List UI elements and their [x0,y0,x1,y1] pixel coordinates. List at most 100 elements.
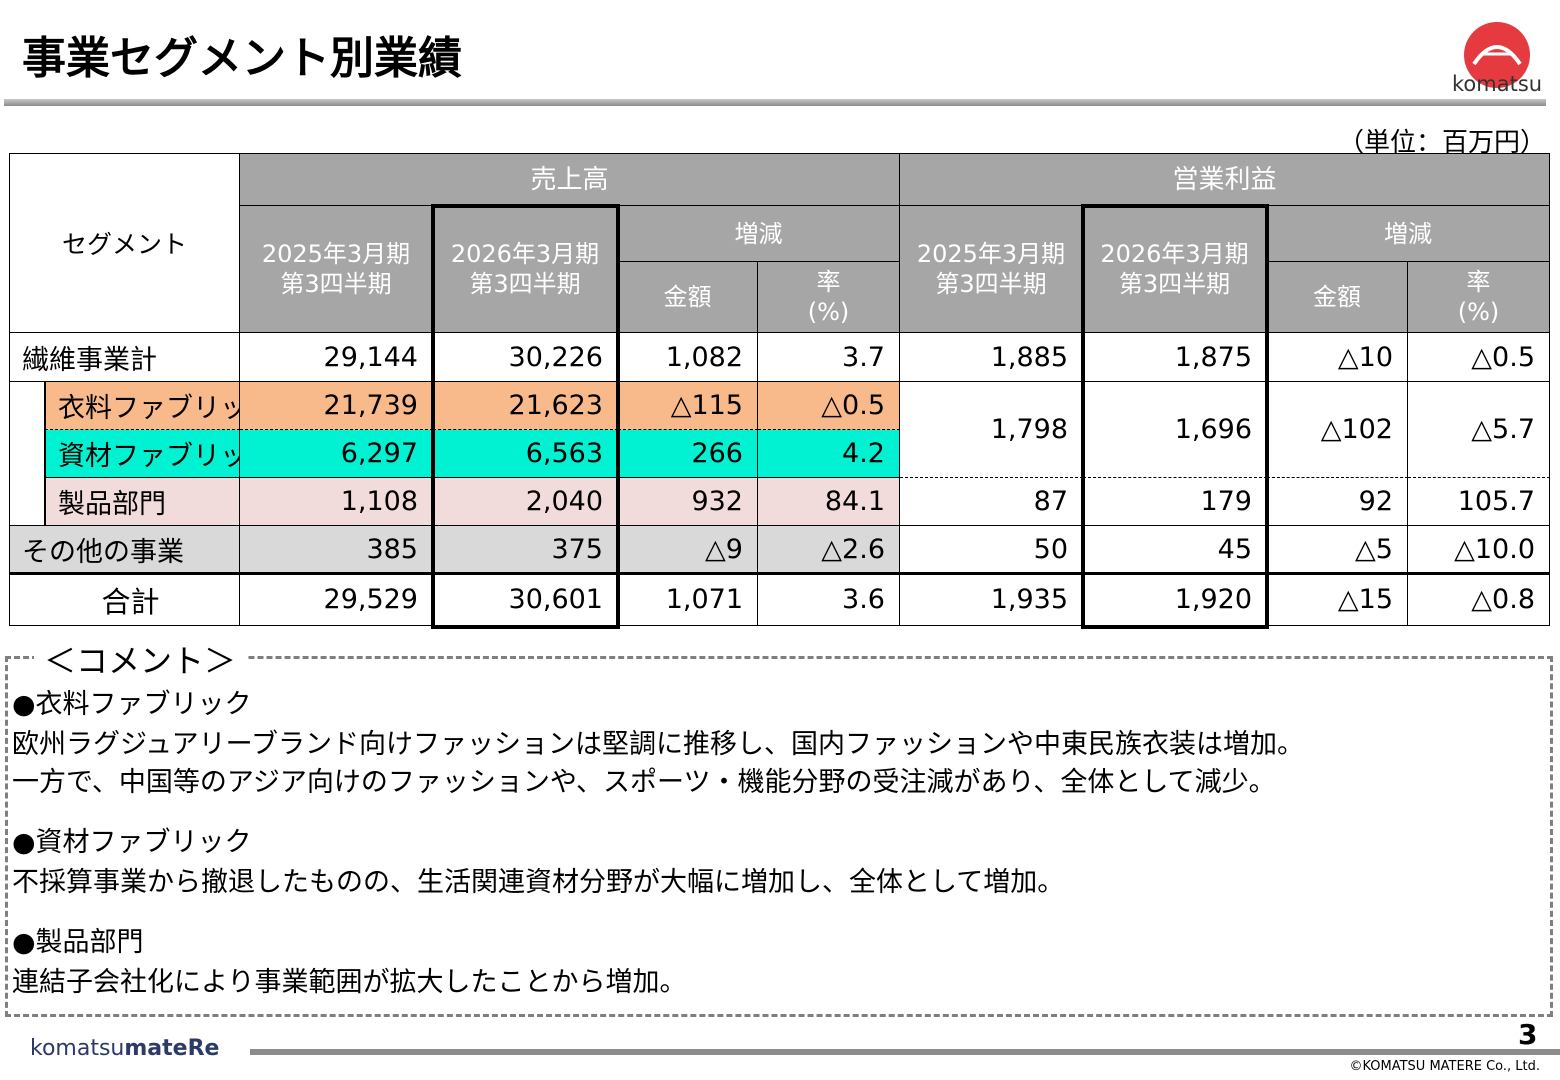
cell-text: △2.6 [821,534,885,565]
comment-title: ＜コメント＞ [34,636,247,682]
logo-text: komatsu [1452,72,1543,96]
cell-text: 92 [1358,486,1393,517]
header-line: 2026年3月期 [1100,240,1249,268]
header-line: 第3四半期 [1118,270,1231,298]
header-line: 2025年3月期 [261,240,411,268]
cell-text: 1,082 [665,341,743,373]
profit-cell: 1,875 [1083,333,1267,382]
rate-header: 率 (%) [1408,262,1550,333]
sales-cell: 30,226 [433,333,618,382]
sales-cell: 29,529 [240,574,433,626]
brand-part: mateRe [124,1036,220,1061]
cell-text: セグメント [61,230,187,259]
sales-cell: △9 [618,526,758,574]
period-header: 2025年3月期 第3四半期 [900,206,1083,333]
profit-cell: 1,935 [900,574,1083,626]
sales-cell: 266 [618,430,758,478]
table-frame [9,153,1550,626]
profit-cell: 105.7 [1408,478,1550,526]
header-line: 2026年3月期 [450,240,600,268]
profit-cell: △5.7 [1408,382,1550,478]
comment-heading: ●衣料ファブリック [12,689,252,720]
cell-text: 87 [1033,486,1068,517]
cell-text: その他の事業 [22,537,184,568]
cell-text: 6,563 [525,438,603,469]
row-label: 合計 [10,574,240,626]
sales-cell: △115 [618,382,758,430]
comment-line: 連結子会社化により事業範囲が拡大したことから増加。 [12,967,687,998]
comment-heading: ●製品部門 [12,927,144,958]
cell-text: 4.2 [842,438,885,469]
period-header: 2026年3月期 第3四半期 [433,206,618,333]
amount-header: 金額 [1267,262,1408,333]
cell-text: 3.6 [842,584,885,615]
period-header: 2026年3月期 第3四半期 [1083,206,1267,333]
cell-text: 繊維事業計 [22,344,157,376]
sales-cell: △2.6 [758,526,900,574]
logo-mark [1464,22,1530,88]
cell-text: △5.7 [1471,414,1535,445]
sales-cell: 21,739 [240,382,433,430]
copyright: ©KOMATSU MATERE Co., Ltd. [1349,1059,1540,1074]
row-label: その他の事業 [10,526,240,574]
period-header: 2025年3月期 第3四半期 [240,206,433,333]
rate-header: 率 (%) [758,262,900,333]
sales-cell: 1,082 [618,333,758,382]
footer-rule [250,1049,1560,1055]
cell-text: 2,040 [525,486,603,517]
sales-cell: 30,601 [433,574,618,626]
cell-text: 1,108 [340,486,418,517]
profit-cell: △0.5 [1408,333,1550,382]
page-number: 3 [1518,1018,1538,1051]
sales-cell: 2,040 [433,478,618,526]
cell-text: 製品部門 [58,489,166,520]
cell-text: 385 [366,534,418,565]
profit-cell: 1,885 [900,333,1083,382]
cell-text: △0.8 [1471,584,1535,615]
amount-header: 金額 [618,262,758,333]
cell-text: 30,226 [508,341,603,373]
row-label: 製品部門 [45,478,240,526]
header-line: 第3四半期 [280,270,392,298]
cell-text: △5 [1355,534,1393,565]
cell-text: 105.7 [1457,486,1535,517]
cell-text: △0.5 [821,390,885,421]
header-line: 率 [816,268,841,296]
header-line: (%) [1457,298,1500,326]
profit-cell: 179 [1083,478,1267,526]
cell-text: 増減 [734,219,783,248]
total-rule [10,572,1550,575]
sales-cell: 375 [433,526,618,574]
row-label: 資材ファブリック [45,430,274,478]
comment-line: 一方で、中国等のアジア向けのファッションや、スポーツ・機能分野の受注減があり、全… [12,767,1276,798]
change-header: 増減 [1267,206,1550,262]
cell-text: 45 [1217,534,1252,565]
cell-text: 金額 [1313,283,1361,311]
cell-text: 資材ファブリック [58,441,274,472]
indent-spacer [10,382,45,526]
cell-text: 金額 [663,283,712,311]
cell-text: 84.1 [824,486,885,517]
change-header: 増減 [618,206,900,262]
sales-cell: 1,108 [240,478,433,526]
footer-brand: komatsumateRe [30,1036,219,1061]
profit-cell: 1,798 [900,382,1083,478]
cell-text: 売上高 [530,164,609,195]
sales-cell: 3.7 [758,333,900,382]
cell-text: △115 [670,390,743,421]
comment-box [5,656,1553,1017]
slide-title: 事業セグメント別業績 [22,33,462,84]
group-header: 売上高 [240,154,900,206]
cell-text: 1,920 [1174,584,1252,615]
cell-text: 増減 [1384,219,1432,248]
profit-cell: △5 [1267,526,1408,574]
sales-cell: 84.1 [758,478,900,526]
cell-text: 1,875 [1174,341,1252,373]
sales-cell: 1,071 [618,574,758,626]
cell-text: 375 [551,534,603,565]
cell-text: 1,885 [990,341,1068,373]
profit-cell: 92 [1267,478,1408,526]
cell-text: △10 [1337,341,1393,373]
cell-text: 21,623 [508,390,603,421]
comment-line: 欧州ラグジュアリーブランド向けファッションは堅調に推移し、国内ファッションや中東… [12,729,1304,760]
